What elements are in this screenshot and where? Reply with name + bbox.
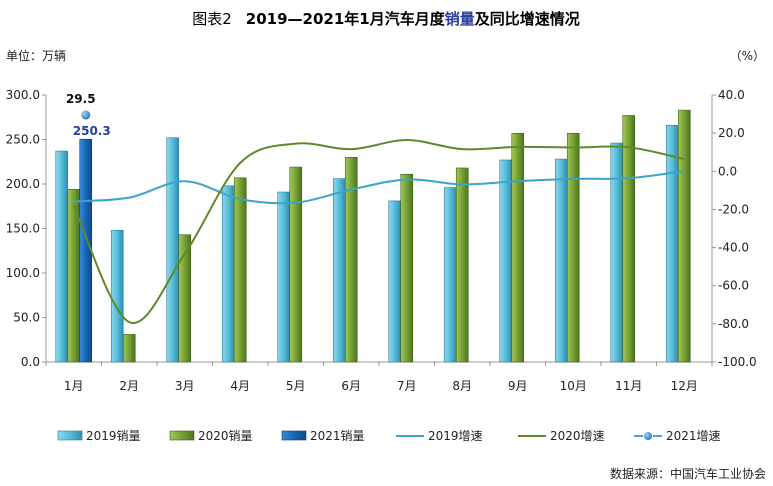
left-tick-label: 150.0	[6, 222, 40, 236]
bar-2020销量	[289, 166, 303, 363]
x-tick-label: 10月	[560, 379, 587, 393]
legend-label: 2019增速	[428, 429, 483, 443]
left-tick-label: 300.0	[6, 88, 40, 102]
title-prefix: 图表2	[192, 10, 232, 28]
right-tick-label: 0.0	[718, 164, 737, 178]
legend-label: 2020增速	[550, 429, 605, 443]
bar-2020销量	[233, 177, 247, 363]
chart-title: 图表2 2019—2021年1月汽车月度销量及同比增速情况	[192, 10, 580, 28]
legend-label: 2021销量	[310, 429, 365, 443]
legend-label: 2019销量	[86, 429, 141, 443]
left-tick-label: 250.0	[6, 133, 40, 147]
bar-2021销量	[79, 138, 93, 363]
legend-swatch	[57, 430, 83, 441]
bar-2020销量	[511, 132, 525, 363]
bars	[55, 109, 691, 363]
right-tick-label: -20.0	[718, 202, 749, 216]
label-2021-growth: 29.5	[66, 92, 96, 106]
x-tick-label: 11月	[615, 379, 642, 393]
title-main: 2019—2021年1月汽车月度	[246, 10, 446, 28]
left-axis-unit: 单位：万辆	[6, 48, 66, 63]
right-tick-label: -100.0	[718, 355, 757, 369]
bar-2020销量	[178, 234, 192, 363]
x-tick-label: 1月	[64, 379, 84, 393]
right-tick-label: -40.0	[718, 241, 749, 255]
line-2020增速	[72, 139, 685, 324]
x-tick-label: 3月	[175, 379, 195, 393]
bar-2019销量	[221, 185, 235, 363]
bar-2019销量	[110, 229, 124, 363]
right-tick-label: 20.0	[718, 126, 745, 140]
right-tick-label: -60.0	[718, 279, 749, 293]
x-tick-label: 8月	[452, 379, 472, 393]
left-tick-label: 0.0	[21, 355, 40, 369]
bar-2020销量	[566, 132, 580, 363]
source-note: 数据来源：中国汽车工业协会	[610, 466, 766, 481]
axes: 0.0 50.0 100.0 150.0 200.0 250.0 300.0 -100.0 -8…	[6, 88, 757, 393]
legend-swatch	[169, 430, 195, 441]
bar-2019销量	[332, 178, 346, 363]
title-highlight: 销量	[445, 10, 475, 28]
legend: 2019销量 2020销量 2021销量 2019增速 2020增速 2021增速	[57, 429, 721, 443]
right-axis-unit: （%）	[730, 49, 765, 63]
bar-2019销量	[610, 142, 624, 363]
bar-2020销量	[344, 157, 358, 363]
bar-2019销量	[388, 200, 402, 363]
bar-2020销量	[677, 109, 691, 363]
bar-2020销量	[400, 173, 414, 363]
label-2021-sales: 250.3	[73, 124, 111, 138]
x-tick-label: 2月	[119, 379, 139, 393]
right-tick-label: -80.0	[718, 317, 749, 331]
legend-swatch	[281, 430, 307, 441]
bar-2020销量	[122, 334, 136, 363]
bar-2019销量	[499, 159, 513, 363]
right-tick-label: 40.0	[718, 88, 745, 102]
lines	[72, 109, 685, 324]
x-tick-label: 12月	[671, 379, 698, 393]
x-tick-label: 9月	[508, 379, 528, 393]
legend-label: 2020销量	[198, 429, 253, 443]
bar-2019销量	[443, 187, 457, 363]
bar-2019销量	[55, 150, 69, 363]
bar-2019销量	[554, 158, 568, 363]
marker-2021增速	[80, 109, 92, 121]
title-suffix: 及同比增速情况	[475, 10, 580, 28]
x-tick-label: 6月	[341, 379, 361, 393]
left-tick-label: 50.0	[13, 311, 40, 325]
left-tick-label: 200.0	[6, 177, 40, 191]
x-tick-label: 5月	[286, 379, 306, 393]
bar-2019销量	[665, 124, 679, 363]
x-tick-label: 4月	[230, 379, 250, 393]
left-tick-label: 100.0	[6, 266, 40, 280]
data-labels: 29.5 250.3	[66, 92, 111, 138]
line-2019增速	[73, 170, 685, 205]
legend-label: 2021增速	[666, 429, 721, 443]
bar-2019销量	[277, 191, 291, 363]
bar-2020销量	[622, 115, 636, 363]
legend-marker	[643, 431, 653, 441]
bar-2020销量	[455, 167, 469, 363]
x-tick-label: 7月	[397, 379, 417, 393]
bar-2019销量	[166, 137, 180, 363]
